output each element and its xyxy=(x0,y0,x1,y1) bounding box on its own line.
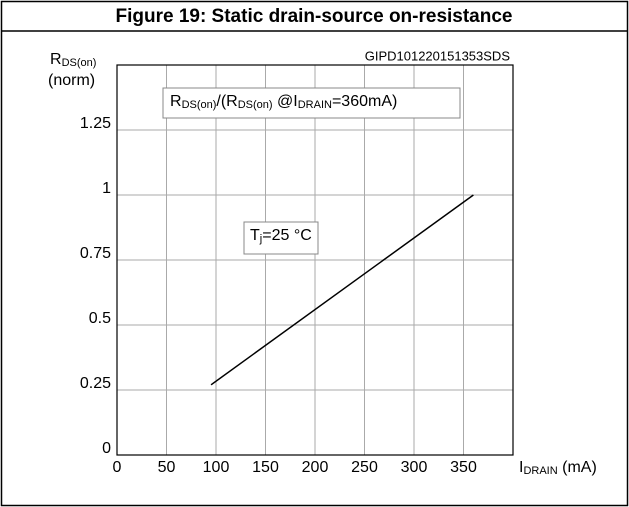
chart-title: Figure 19: Static drain-source on-resist… xyxy=(115,6,512,27)
annotation-part: DRAIN xyxy=(298,99,332,111)
x-tick-label: 200 xyxy=(302,459,329,476)
plot-frame xyxy=(116,64,514,456)
y-axis-label: RDS(on) xyxy=(50,51,96,68)
y-axis-label-part: (norm) xyxy=(48,72,95,89)
annotation-part: T xyxy=(250,227,260,244)
x-tick-label: 0 xyxy=(113,459,122,476)
annotation: Tj=25 °C xyxy=(250,227,312,244)
x-tick-label: 250 xyxy=(351,459,378,476)
x-axis-label-part: I xyxy=(519,459,523,476)
y-axis-label-part: DS(on) xyxy=(62,57,97,69)
annotation-part: /(R xyxy=(216,93,237,110)
annotation-part: @I xyxy=(273,93,298,110)
figure-code: GIPD101220151353SDS xyxy=(365,48,511,63)
x-axis-label-part: (mA) xyxy=(558,459,597,476)
x-tick-label: 350 xyxy=(450,459,477,476)
data-line xyxy=(210,194,474,386)
y-tick-label: 1 xyxy=(102,180,111,197)
annotation-box xyxy=(243,221,319,255)
x-tick-label: 300 xyxy=(401,459,428,476)
y-tick-label: 0 xyxy=(102,440,111,457)
y-axis-label: (norm) xyxy=(48,72,95,89)
x-tick-label: 100 xyxy=(203,459,230,476)
y-axis-label-part: R xyxy=(50,51,62,68)
annotation-part: DS(on) xyxy=(238,99,273,111)
annotation-part: j xyxy=(259,233,262,245)
annotation-part: R xyxy=(170,93,182,110)
y-tick-label: 0.75 xyxy=(80,245,111,262)
x-axis-label-part: DRAIN xyxy=(523,465,557,477)
x-axis-label: IDRAIN (mA) xyxy=(519,459,597,476)
annotation: RDS(on)/(RDS(on) @IDRAIN=360mA) xyxy=(170,93,397,110)
x-tick-label: 150 xyxy=(252,459,279,476)
y-tick-label: 0.25 xyxy=(80,375,111,392)
x-tick-label: 50 xyxy=(158,459,176,476)
annotation-box xyxy=(162,87,461,119)
y-tick-label: 1.25 xyxy=(80,115,111,132)
annotation-part: =25 °C xyxy=(262,227,312,244)
annotation-part: DS(on) xyxy=(182,99,217,111)
y-tick-label: 0.5 xyxy=(89,310,111,327)
annotation-part: =360mA) xyxy=(332,93,397,110)
